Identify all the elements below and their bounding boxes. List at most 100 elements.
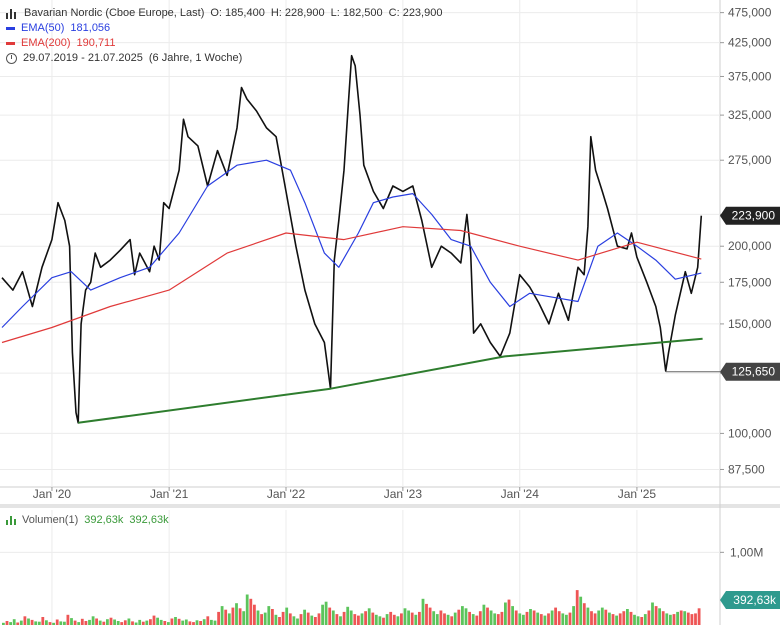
- legend-ema50-row[interactable]: EMA(50) 181,056: [6, 21, 448, 36]
- volume-bar: [676, 611, 679, 625]
- clock-icon: [6, 53, 17, 64]
- volume-bar: [267, 606, 271, 625]
- volume-badge: [720, 591, 780, 609]
- volume-bar: [475, 615, 479, 625]
- volume-bar: [138, 619, 142, 625]
- volume-bar: [446, 614, 450, 625]
- volume-bar: [389, 611, 393, 625]
- volume-label: Volumen(1): [22, 514, 79, 526]
- volume-bar: [374, 614, 378, 625]
- volume-bar: [278, 617, 281, 625]
- volume-bar: [184, 619, 188, 625]
- volume-tick-label: 1,00M: [730, 545, 763, 559]
- volume-bar: [536, 612, 540, 625]
- x-tick-label: Jan '21: [150, 487, 189, 501]
- volume-bar: [432, 611, 436, 625]
- volume-bar: [288, 613, 292, 625]
- volume-bar: [453, 612, 457, 625]
- volume-bar: [156, 617, 159, 625]
- volume-bar: [141, 621, 145, 625]
- volume-bar: [324, 601, 328, 625]
- volume-bar: [116, 621, 120, 625]
- volume-bar: [102, 621, 106, 625]
- volume-bar: [210, 619, 213, 625]
- ema200-label: EMA(200): [21, 37, 71, 49]
- volume-bar: [271, 609, 274, 625]
- volume-bar: [568, 612, 572, 625]
- volume-bar: [572, 606, 575, 625]
- volume-bar: [192, 622, 195, 625]
- legend-instrument-row: Bavarian Nordic (Cboe Europe, Last) O: 1…: [6, 6, 448, 21]
- price-series[interactable]: [1, 54, 703, 424]
- trendline[interactable]: [78, 337, 703, 424]
- volume-bar: [206, 616, 210, 625]
- volume-bar: [489, 610, 493, 625]
- ema200-swatch: [6, 42, 15, 45]
- volume-bar: [120, 622, 124, 625]
- volume-bar: [493, 613, 497, 625]
- panel-divider[interactable]: [0, 504, 780, 508]
- ema50-swatch: [6, 27, 15, 30]
- volume-bar: [88, 619, 91, 625]
- y-tick-label: 475,000: [728, 6, 772, 20]
- volume-bar: [314, 617, 317, 625]
- support-price-badge: [720, 362, 780, 381]
- volume-bar: [106, 619, 109, 625]
- support-price-badge-label: 125,650: [732, 365, 776, 379]
- y-tick-label: 87,500: [728, 462, 765, 476]
- volume-bar: [5, 621, 9, 625]
- volume-bar: [367, 608, 371, 625]
- low-value: L: 182,500: [330, 7, 383, 19]
- volume-bar: [522, 614, 525, 625]
- volume-bar: [500, 611, 504, 625]
- volume-bar: [486, 607, 489, 625]
- volume-bar: [543, 615, 547, 625]
- volume-bar: [532, 610, 536, 625]
- volume-bar: [357, 615, 360, 625]
- volume-bar: [439, 610, 443, 625]
- volume-bar: [507, 599, 511, 625]
- y-tick-label: 175,000: [728, 275, 772, 289]
- volume-bar: [181, 620, 185, 625]
- y-tick-label: 375,000: [728, 69, 772, 83]
- volume-bar: [694, 613, 697, 625]
- volume-bar: [461, 606, 464, 625]
- volume-bar: [478, 611, 482, 625]
- volume-bar: [77, 622, 81, 625]
- volume-bar: [554, 607, 557, 625]
- volume-bar: [66, 614, 70, 625]
- volume-bar: [152, 615, 156, 625]
- volume-bar: [575, 590, 579, 625]
- legend-ema200-row[interactable]: EMA(200) 190,711: [6, 36, 448, 51]
- volume-bar: [109, 617, 113, 625]
- volume-bar: [70, 618, 73, 625]
- volume-bar: [661, 611, 665, 625]
- volume-bar: [615, 615, 618, 625]
- volume-bar: [435, 614, 439, 625]
- volume-bar: [654, 606, 658, 625]
- volume-value-1: 392,63k: [84, 514, 124, 526]
- volume-bar: [608, 612, 611, 625]
- volume-bar: [163, 621, 167, 625]
- volume-bar: [378, 616, 382, 625]
- volume-bar: [514, 610, 518, 625]
- volume-bar: [582, 603, 586, 625]
- y-tick-label: 200,000: [728, 239, 772, 253]
- volume-bar: [174, 617, 177, 625]
- instrument-name: Bavarian Nordic (Cboe Europe, Last): [24, 7, 205, 19]
- volume-bar: [597, 610, 601, 625]
- volume-bar: [547, 613, 550, 625]
- volume-bar: [224, 609, 228, 625]
- ema50-series[interactable]: [1, 159, 702, 328]
- volume-bar: [34, 621, 38, 625]
- volume-bar: [167, 622, 170, 625]
- volume-bar: [346, 606, 350, 625]
- volume-bar: [686, 612, 690, 625]
- volume-bar: [299, 614, 303, 625]
- volume-bar: [360, 613, 364, 625]
- ema200-series[interactable]: [1, 226, 702, 344]
- volume-legend: Volumen(1) 392,63k 392,63k: [6, 514, 175, 526]
- volume-icon: [6, 515, 16, 525]
